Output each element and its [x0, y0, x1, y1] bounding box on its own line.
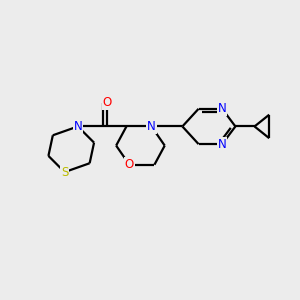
- Text: S: S: [61, 166, 68, 178]
- Text: N: N: [218, 138, 226, 151]
- Text: O: O: [103, 96, 112, 110]
- Text: N: N: [218, 102, 226, 115]
- Text: O: O: [125, 158, 134, 171]
- Text: N: N: [74, 120, 82, 133]
- Text: N: N: [147, 120, 156, 133]
